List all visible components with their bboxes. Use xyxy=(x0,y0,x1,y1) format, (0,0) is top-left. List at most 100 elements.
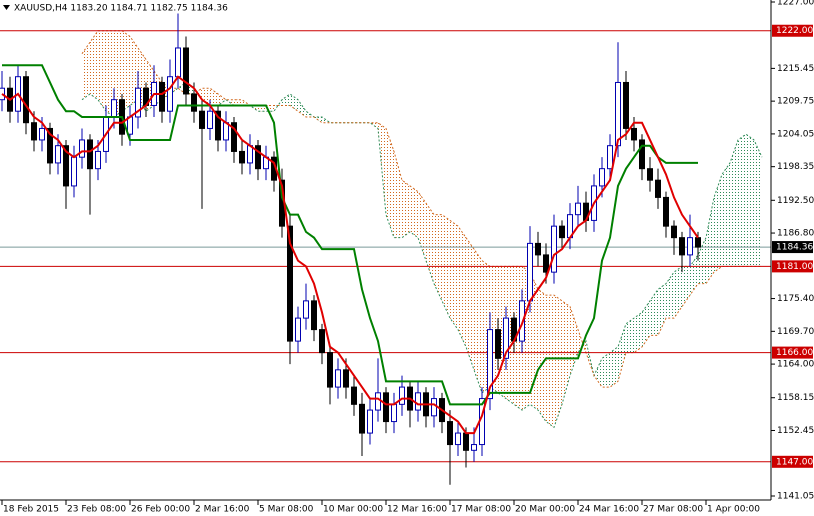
candle-body xyxy=(175,47,181,78)
x-tick-label: 2 Mar 16:00 xyxy=(195,505,250,515)
cloud-segment xyxy=(90,30,98,100)
level-label: 1222.00 xyxy=(776,26,813,36)
cloud-segment xyxy=(498,266,506,399)
cloud-segment xyxy=(410,185,418,238)
candle-body xyxy=(39,127,45,141)
cloud-segment xyxy=(538,289,546,422)
x-tick-label: 20 Mar 00:00 xyxy=(515,505,575,515)
chart-header: XAUUSD,H4 1183.20 1184.71 1182.75 1184.3… xyxy=(14,4,228,14)
candle-body xyxy=(247,145,253,164)
candle-body xyxy=(463,432,469,451)
candle-body xyxy=(167,76,173,112)
cloud-edge xyxy=(81,30,762,388)
cloud-segment xyxy=(402,180,410,238)
cloud-segment xyxy=(290,93,298,112)
level-label: 1181.00 xyxy=(776,262,813,272)
candle-body xyxy=(23,76,29,124)
y-tick-label: 1198.35 xyxy=(777,162,814,172)
candle-body xyxy=(199,110,205,129)
candle-body xyxy=(327,352,333,388)
x-tick-label: 26 Feb 00:00 xyxy=(131,505,190,515)
candle-body xyxy=(615,81,621,147)
cloud-segment xyxy=(642,300,650,347)
level-label: 1147.00 xyxy=(776,457,813,467)
level-label-box xyxy=(772,455,813,468)
candle-body xyxy=(631,127,637,141)
cloud-segment xyxy=(698,237,706,284)
cloud-segment xyxy=(394,151,402,238)
candle-body xyxy=(551,225,557,273)
level-label: 1166.00 xyxy=(776,348,813,358)
cloud-segment xyxy=(650,289,658,336)
cloud-segment xyxy=(426,203,434,284)
tenkan-line xyxy=(1,75,699,435)
menu-arrow xyxy=(3,5,10,10)
cloud-segment xyxy=(210,88,218,106)
y-tick-label: 1175.40 xyxy=(777,294,814,304)
y-tick-label: 1215.45 xyxy=(777,64,814,74)
cloud-segment xyxy=(106,30,114,117)
candle-body xyxy=(663,196,669,227)
candle-body xyxy=(183,47,189,95)
candle-body xyxy=(127,116,133,135)
candle-body xyxy=(655,179,661,198)
cloud-segment xyxy=(674,266,682,319)
level-label-box xyxy=(772,346,813,359)
cloud-segment xyxy=(98,30,106,112)
last-price-box xyxy=(772,241,813,254)
candle-body xyxy=(255,145,261,170)
cloud-segment xyxy=(282,93,290,106)
candle-body xyxy=(639,139,645,170)
cloud-segment xyxy=(586,341,594,376)
y-tick-label: 1164.00 xyxy=(777,360,814,370)
cloud-segment xyxy=(626,318,634,353)
candle-body xyxy=(335,369,341,388)
cloud-segment xyxy=(738,134,746,267)
cloud-segment xyxy=(122,30,130,112)
candle-body xyxy=(303,300,309,319)
y-tick-label: 1209.75 xyxy=(777,97,814,107)
candle-body xyxy=(71,156,77,187)
cloud-segment xyxy=(690,254,698,296)
y-tick-label: 1141.05 xyxy=(777,492,814,502)
candle-body xyxy=(63,145,69,187)
candle-body xyxy=(191,93,197,112)
x-tick-label: 5 Mar 08:00 xyxy=(259,505,314,515)
candle-body xyxy=(431,398,437,417)
candle-body xyxy=(111,99,117,118)
cloud-segment xyxy=(602,352,610,388)
cloud-segment xyxy=(458,226,466,347)
cloud-segment xyxy=(258,105,266,112)
cloud-segment xyxy=(714,174,722,273)
cloud-segment xyxy=(682,266,690,307)
candle-body xyxy=(287,225,293,342)
candle-body xyxy=(383,392,389,423)
level-label-box xyxy=(772,24,813,37)
candle-body xyxy=(671,225,677,239)
candle-body xyxy=(55,145,61,164)
x-tick-label: 17 Mar 08:00 xyxy=(451,505,511,515)
candle-body xyxy=(79,139,85,158)
candle-body xyxy=(623,81,629,129)
candle-body xyxy=(487,329,493,400)
x-tick-label: 23 Feb 08:00 xyxy=(67,505,126,515)
candle-body xyxy=(447,421,453,446)
cloud-segment xyxy=(466,237,474,370)
x-tick-label: 27 Mar 08:00 xyxy=(643,505,703,515)
candle-body xyxy=(47,127,53,164)
cloud-segment xyxy=(218,93,226,106)
cloud-segment xyxy=(234,99,242,106)
candle-body xyxy=(399,386,405,405)
plot-area xyxy=(0,13,771,485)
cloud-segment xyxy=(730,139,738,267)
cloud-segment xyxy=(506,266,514,405)
candle-body xyxy=(695,237,701,248)
candle-body xyxy=(31,122,37,141)
x-tick-label: 18 Feb 2015 xyxy=(3,505,59,515)
candle-body xyxy=(679,237,685,256)
last-price-label: 1184.36 xyxy=(776,243,813,253)
cloud-segment xyxy=(450,220,458,330)
cloud-segment xyxy=(114,30,122,117)
